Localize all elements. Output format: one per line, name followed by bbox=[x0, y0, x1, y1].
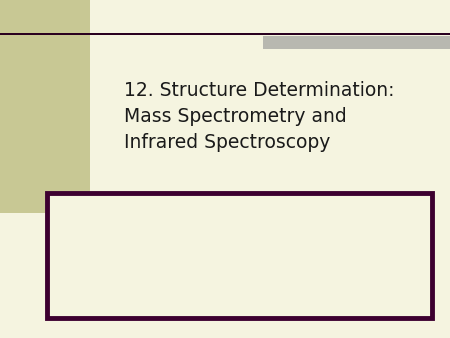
Bar bbox=[0, 33, 450, 35]
Bar bbox=[47, 193, 432, 318]
Text: 12. Structure Determination:
Mass Spectrometry and
Infrared Spectroscopy: 12. Structure Determination: Mass Spectr… bbox=[124, 81, 394, 152]
Bar bbox=[0, 0, 90, 213]
Bar bbox=[263, 36, 450, 49]
